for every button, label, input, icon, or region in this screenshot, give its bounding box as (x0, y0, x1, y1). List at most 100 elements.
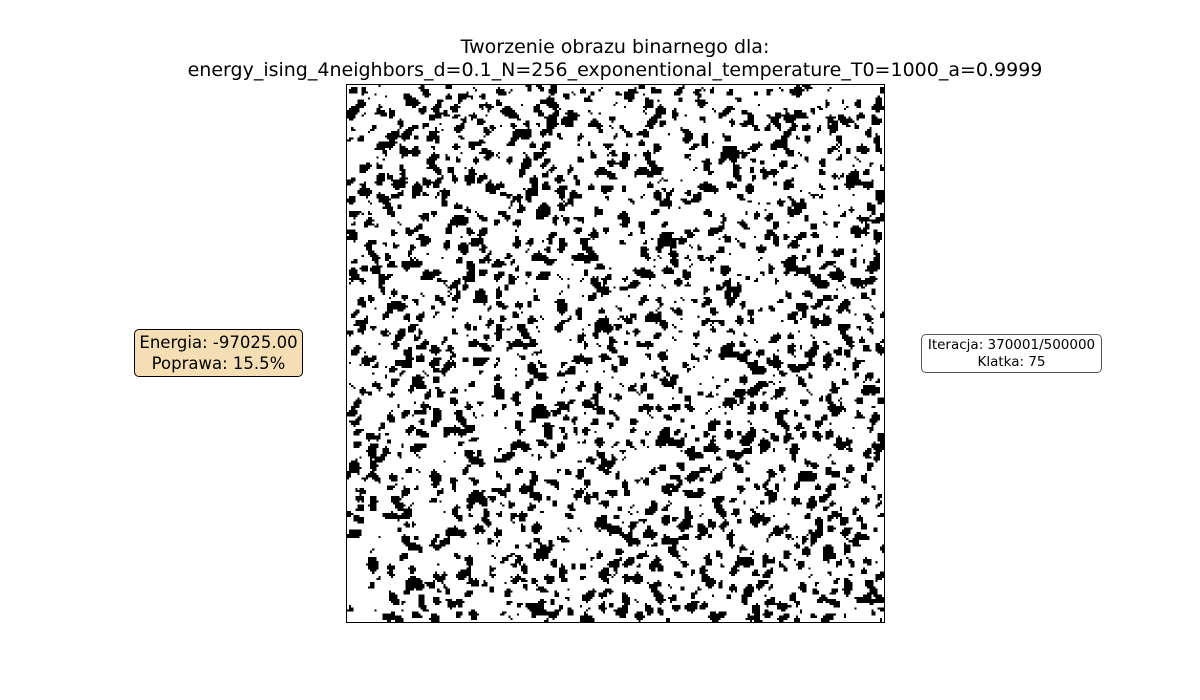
black-pixel-run (372, 382, 381, 385)
black-pixel-run (357, 504, 364, 507)
black-pixel-run (873, 259, 880, 262)
black-pixel-run (611, 120, 614, 123)
black-pixel-run (793, 412, 798, 415)
black-pixel-run (602, 284, 606, 287)
black-pixel-run (525, 603, 545, 606)
black-pixel-run (451, 389, 459, 392)
black-pixel-run (407, 389, 415, 392)
black-pixel-run (542, 162, 549, 165)
black-pixel-run (693, 334, 700, 337)
black-pixel-run (443, 187, 446, 190)
black-pixel-run (756, 277, 759, 281)
black-pixel-run (386, 414, 394, 417)
black-pixel-run (686, 194, 692, 197)
black-pixel-run (743, 590, 754, 593)
black-pixel-run (531, 254, 547, 258)
black-pixel-run (787, 351, 794, 354)
black-pixel-run (747, 114, 754, 117)
black-pixel-run (649, 126, 654, 130)
black-pixel-run (510, 449, 513, 453)
black-pixel-run (875, 596, 884, 599)
black-pixel-run (420, 418, 425, 421)
black-pixel-run (527, 240, 534, 243)
black-pixel-run (493, 378, 501, 381)
black-pixel-run (428, 500, 438, 503)
black-pixel-run (785, 152, 794, 155)
black-pixel-run (793, 110, 803, 113)
black-pixel-run (636, 554, 650, 557)
black-pixel-run (797, 477, 817, 480)
black-pixel-run (628, 387, 635, 390)
black-pixel-run (680, 561, 687, 564)
black-pixel-run (730, 584, 736, 587)
black-pixel-run (737, 282, 740, 285)
black-pixel-run (397, 122, 404, 125)
black-pixel-run (453, 143, 459, 146)
black-pixel-run (506, 601, 513, 604)
black-pixel-run (391, 510, 394, 513)
black-pixel-run (504, 286, 509, 289)
black-pixel-run (699, 118, 706, 121)
black-pixel-run (856, 105, 861, 109)
black-pixel-run (607, 273, 612, 276)
black-pixel-run (835, 143, 838, 146)
black-pixel-run (548, 233, 557, 237)
black-pixel-run (596, 391, 601, 394)
black-pixel-run (451, 282, 461, 285)
black-pixel-run (833, 605, 840, 608)
black-pixel-run (426, 391, 431, 394)
black-pixel-run (806, 504, 817, 507)
black-pixel-run (512, 196, 524, 199)
black-pixel-run (732, 462, 738, 465)
black-pixel-run (363, 181, 366, 184)
black-pixel-run (361, 89, 366, 92)
black-pixel-run (768, 500, 775, 503)
black-pixel-run (764, 611, 773, 614)
black-pixel-run (498, 359, 501, 362)
black-pixel-run (414, 336, 421, 339)
black-pixel-run (567, 200, 574, 203)
black-pixel-run (579, 567, 587, 570)
black-pixel-run (827, 305, 830, 308)
black-pixel-run (651, 374, 658, 377)
black-pixel-run (412, 523, 417, 526)
black-pixel-run (546, 582, 553, 585)
black-pixel-run (865, 225, 870, 228)
black-pixel-run (621, 317, 633, 320)
black-pixel-run (525, 605, 545, 608)
black-pixel-run (579, 242, 589, 245)
black-pixel-run (810, 110, 815, 113)
black-pixel-run (695, 590, 698, 593)
black-pixel-run (544, 479, 557, 482)
black-pixel-run (682, 563, 689, 566)
black-pixel-run (399, 372, 404, 375)
black-pixel-run (726, 437, 731, 440)
title-line-2: energy_ising_4neighbors_d=0.1_N=256_expo… (187, 59, 1043, 81)
black-pixel-run (722, 133, 725, 136)
black-pixel-run (760, 445, 771, 448)
black-pixel-run (615, 416, 620, 419)
black-pixel-run (443, 242, 450, 245)
black-pixel-run (426, 185, 429, 188)
black-pixel-run (584, 487, 587, 490)
black-pixel-run (852, 265, 857, 268)
black-pixel-run (766, 470, 775, 474)
black-pixel-run (646, 393, 654, 396)
black-pixel-run (850, 227, 861, 230)
black-pixel-run (485, 254, 490, 258)
black-pixel-run (678, 389, 683, 392)
black-pixel-run (764, 494, 778, 497)
black-pixel-run (384, 252, 389, 255)
black-pixel-run (412, 124, 419, 127)
black-pixel-run (468, 168, 475, 172)
black-pixel-run (680, 126, 683, 130)
black-pixel-run (764, 238, 771, 241)
black-pixel-run (655, 298, 662, 302)
black-pixel-run (726, 93, 733, 96)
black-pixel-run (435, 311, 440, 314)
black-pixel-run (418, 236, 429, 239)
black-pixel-run (873, 307, 876, 310)
black-pixel-run (420, 89, 429, 92)
black-pixel-run (433, 410, 442, 413)
black-pixel-run (711, 437, 715, 440)
